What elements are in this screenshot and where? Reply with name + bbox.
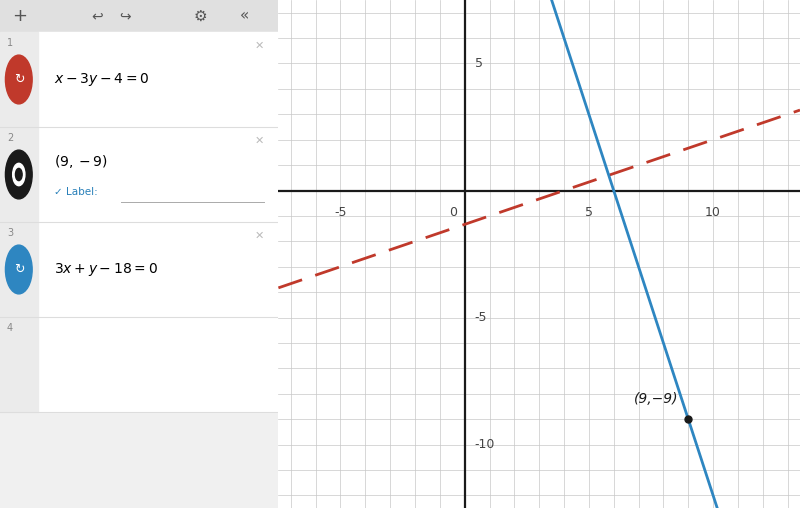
Circle shape [6,55,32,104]
Text: $(9, -9)$: $(9, -9)$ [54,153,108,170]
Text: 10: 10 [705,206,721,219]
Text: +: + [12,7,27,25]
Text: -5: -5 [334,206,346,219]
Bar [0,222,38,317]
Text: (9,−9): (9,−9) [634,392,678,406]
Text: $3x + y - 18 = 0$: $3x + y - 18 = 0$ [54,261,158,278]
Text: ↩: ↩ [92,9,103,23]
Text: ✓ Label:: ✓ Label: [54,187,98,197]
Text: -5: -5 [474,311,487,324]
Text: ✕: ✕ [254,41,263,51]
Text: ↻: ↻ [14,263,24,276]
Bar [0,0,278,32]
Text: 5: 5 [474,57,482,70]
Text: $x - 3y - 4 = 0$: $x - 3y - 4 = 0$ [54,71,150,88]
Bar [0,32,38,127]
Text: 5: 5 [585,206,593,219]
Bar [0,127,38,222]
Bar [38,222,278,317]
Bar [38,317,278,412]
Bar [0,317,38,412]
Circle shape [13,164,25,186]
Circle shape [15,169,22,181]
Text: 2: 2 [7,133,14,143]
Text: 3: 3 [7,228,13,238]
Text: 1: 1 [7,38,13,48]
Text: 4: 4 [7,323,13,333]
Bar [38,32,278,127]
Text: ✕: ✕ [254,231,263,241]
Text: ↻: ↻ [14,73,24,86]
Text: ↪: ↪ [119,9,131,23]
Text: ⚙: ⚙ [194,9,207,23]
Bar [38,127,278,222]
Circle shape [6,245,32,294]
Text: 0: 0 [450,206,458,219]
Text: «: « [240,9,250,23]
Text: ✕: ✕ [254,136,263,146]
Text: -10: -10 [474,438,495,451]
Circle shape [6,150,32,199]
